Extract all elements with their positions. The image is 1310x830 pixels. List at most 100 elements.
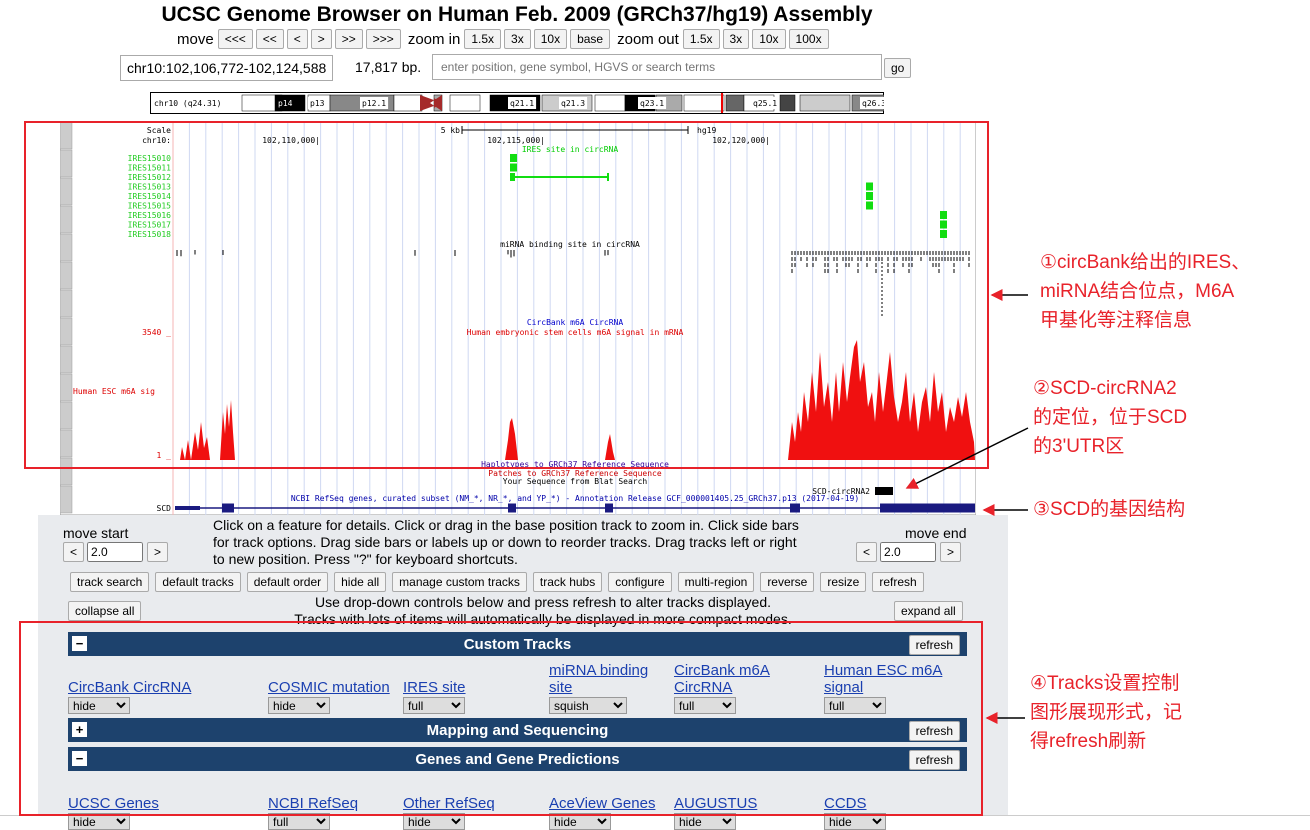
track-link[interactable]: IRES site	[403, 679, 466, 696]
track-link[interactable]: AUGUSTUS	[674, 795, 758, 812]
nav-button[interactable]: <<	[255, 29, 284, 49]
control-button[interactable]: manage custom tracks	[392, 572, 527, 592]
nav-button[interactable]: base	[570, 29, 611, 49]
ires-feature[interactable]	[866, 182, 873, 191]
track-link[interactable]: CircBank m6A CircRNA	[674, 662, 770, 696]
move-end-left[interactable]: <	[856, 542, 878, 562]
exon[interactable]	[222, 503, 234, 513]
track-link[interactable]: CCDS	[824, 795, 867, 812]
nav-button[interactable]: <<<	[217, 29, 253, 49]
exon[interactable]	[605, 503, 613, 513]
nav-button[interactable]: >>	[334, 29, 363, 49]
track-link[interactable]: CircBank CircRNA	[68, 679, 192, 696]
track-link[interactable]: Other RefSeq	[403, 795, 495, 812]
band-label-bg	[860, 97, 884, 109]
nav-button[interactable]: 10x	[533, 29, 568, 49]
control-button[interactable]: resize	[820, 572, 867, 592]
control-button[interactable]: track search	[70, 572, 150, 592]
nav-button[interactable]: >>>	[365, 29, 401, 49]
side-bar[interactable]	[60, 289, 73, 318]
ires-feature[interactable]	[866, 192, 873, 200]
band-label: q21.1	[510, 99, 534, 108]
control-button[interactable]: default order	[246, 572, 329, 592]
side-bar[interactable]	[60, 205, 73, 234]
search-input[interactable]	[432, 54, 882, 80]
nav-button[interactable]: 1.5x	[682, 29, 720, 49]
track-link[interactable]: UCSC Genes	[68, 795, 159, 812]
nav-button[interactable]: >	[310, 29, 332, 49]
group-refresh[interactable]: refresh	[908, 635, 960, 655]
expand-all[interactable]: expand all	[894, 601, 963, 621]
move-start-input[interactable]	[87, 542, 144, 562]
exon[interactable]	[790, 503, 800, 513]
position-range: chr10:102,106,772-102,124,588	[120, 55, 334, 81]
group-refresh[interactable]: refresh	[908, 721, 960, 741]
track-link[interactable]: COSMIC mutation	[268, 679, 390, 696]
side-bar[interactable]	[60, 122, 73, 150]
exon[interactable]	[175, 506, 200, 510]
exon[interactable]	[880, 503, 975, 513]
track-link[interactable]: NCBI RefSeq	[268, 795, 359, 812]
move-end-input[interactable]	[880, 542, 937, 562]
ires-feature[interactable]	[510, 163, 517, 172]
group-header[interactable]: − Custom Tracks refresh	[68, 632, 967, 656]
side-bar[interactable]	[60, 373, 73, 402]
control-button[interactable]: track hubs	[532, 572, 603, 592]
move-start-left[interactable]: <	[63, 542, 85, 562]
track-mode[interactable]: squish	[549, 697, 627, 714]
track-mode[interactable]: full	[824, 697, 886, 714]
control-button[interactable]: configure	[608, 572, 672, 592]
side-bar[interactable]	[60, 149, 73, 178]
nav-button[interactable]: 1.5x	[464, 29, 502, 49]
side-bar[interactable]	[60, 457, 73, 486]
circ-feature[interactable]	[875, 487, 893, 495]
side-bar[interactable]	[60, 429, 73, 458]
group-toggle[interactable]: −	[72, 636, 87, 651]
nav-button[interactable]: 10x	[752, 29, 786, 49]
side-bar[interactable]	[60, 485, 73, 514]
side-bar[interactable]	[60, 233, 73, 262]
go-button[interactable]: go	[884, 58, 912, 78]
side-bar[interactable]	[60, 261, 73, 290]
chromosome-ideogram[interactable]: chr10 (q24.31) p14 p13 p12.1 q21.1 q21.3 q23.…	[150, 92, 884, 114]
control-button[interactable]: hide all	[334, 572, 387, 592]
nav-button[interactable]: 100x	[788, 29, 829, 49]
ires-feature[interactable]	[510, 154, 517, 162]
control-button[interactable]: multi-region	[677, 572, 755, 592]
side-bar[interactable]	[60, 317, 73, 346]
group-header[interactable]: + Mapping and Sequencing refresh	[68, 718, 967, 742]
ires-feature[interactable]	[510, 173, 515, 181]
ires-feature[interactable]	[940, 230, 947, 238]
move-start-right[interactable]: >	[147, 542, 169, 562]
control-button[interactable]: reverse	[760, 572, 815, 592]
group-toggle[interactable]: +	[72, 722, 87, 737]
side-bar[interactable]	[60, 345, 73, 374]
group-toggle[interactable]: −	[72, 751, 87, 766]
ires-feature[interactable]	[866, 201, 873, 210]
move-end-right[interactable]: >	[940, 542, 962, 562]
track-mode[interactable]: hide	[68, 697, 130, 714]
track-link[interactable]: AceView Genes	[549, 795, 656, 812]
track-mode[interactable]: full	[674, 697, 736, 714]
track-link[interactable]: miRNA binding site	[549, 662, 649, 696]
track-mode[interactable]: hide	[268, 697, 330, 714]
band-label: q26.3	[862, 99, 884, 108]
collapse-all[interactable]: collapse all	[68, 601, 142, 621]
side-bar[interactable]	[60, 177, 73, 206]
ires-feature[interactable]	[940, 220, 947, 229]
control-button[interactable]: refresh	[872, 572, 924, 592]
group-refresh[interactable]: refresh	[908, 750, 960, 770]
nav-button[interactable]: <	[286, 29, 308, 49]
nav-button[interactable]: 3x	[722, 29, 750, 49]
nav-button[interactable]: 3x	[504, 29, 531, 49]
track-link[interactable]: Human ESC m6A signal	[824, 662, 943, 696]
side-bar[interactable]	[60, 401, 73, 430]
group-header[interactable]: − Genes and Gene Predictions refresh	[68, 747, 967, 771]
track-mode[interactable]: full	[403, 697, 465, 714]
ires-label: IRES15018	[128, 230, 172, 239]
exon[interactable]	[508, 503, 516, 513]
control-button[interactable]: default tracks	[155, 572, 241, 592]
ires-feature[interactable]	[940, 211, 947, 219]
